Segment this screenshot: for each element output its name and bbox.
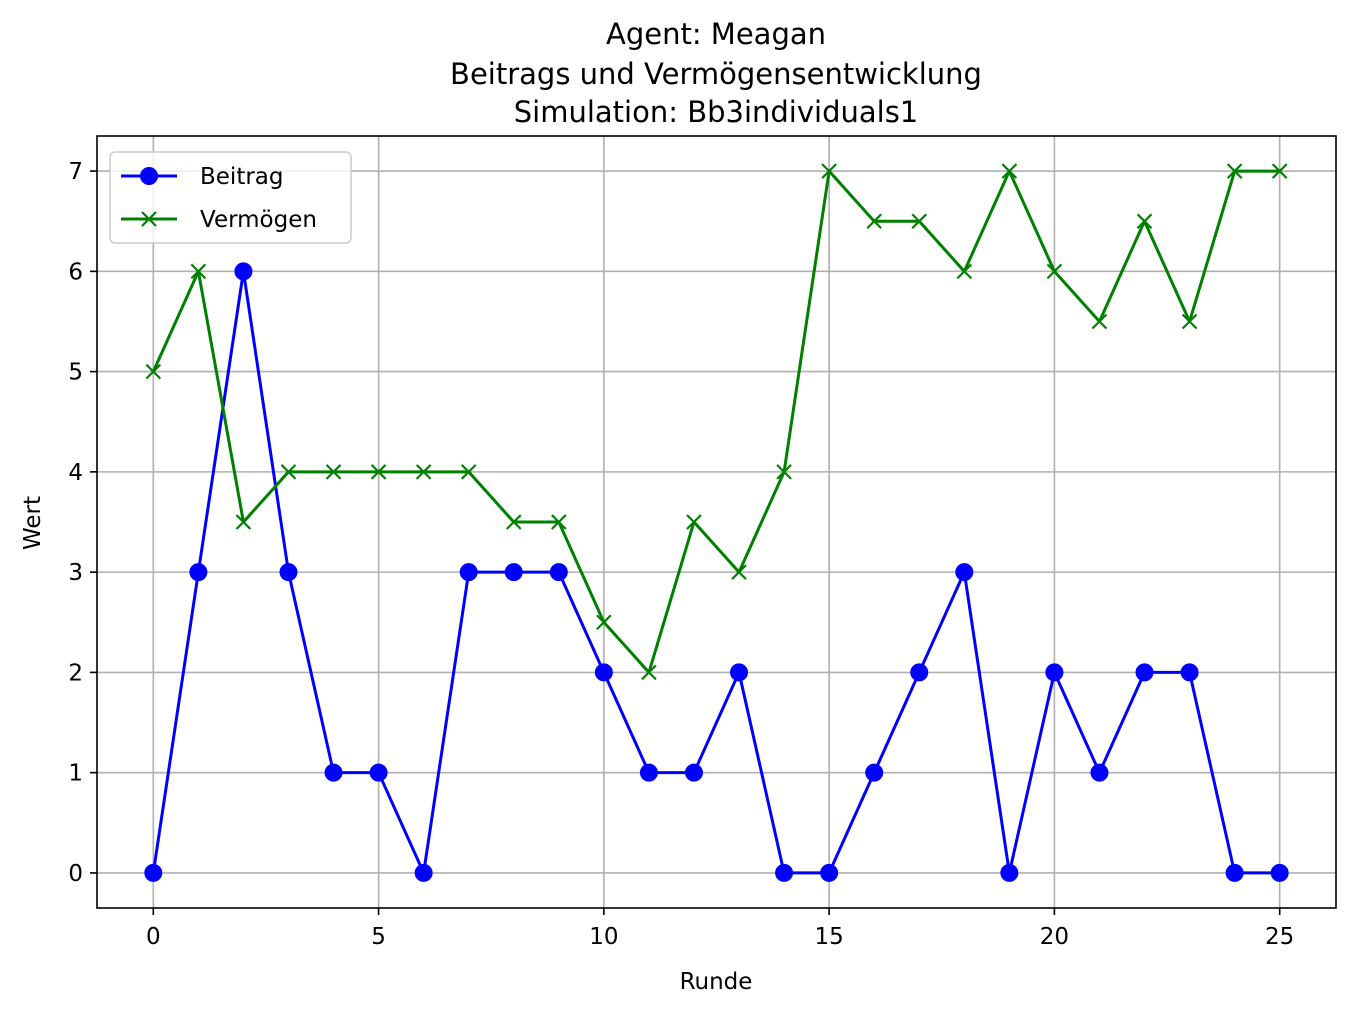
series-2-point [821, 163, 837, 179]
series-1-point [594, 663, 613, 682]
series-2-point [776, 464, 792, 480]
series-2-point [280, 464, 297, 480]
x-axis-label: Runde [680, 969, 753, 995]
series-1-point [234, 262, 253, 281]
y-tick-label: 3 [68, 560, 83, 586]
chart-title-line-2: Beitrags und Vermögensentwicklung [450, 57, 982, 91]
series-1-point [1090, 763, 1109, 782]
y-tick-label: 0 [68, 861, 83, 887]
axis-ticks: 0 5 10 15 20 25 0 1 2 3 4 5 6 7 [68, 159, 1294, 950]
series-2-point [686, 514, 702, 530]
series-2-point [551, 514, 567, 530]
series-2-point [1001, 163, 1018, 179]
series-2-line [151, 169, 1280, 674]
series-2-point [1271, 163, 1288, 179]
series-layer [144, 163, 1289, 882]
series-2-point [145, 363, 162, 380]
series-2-point [505, 514, 522, 530]
series-2-point [731, 564, 747, 580]
series-1-point [955, 563, 974, 582]
series-1-point [1045, 663, 1064, 682]
series-1-point [279, 563, 298, 582]
series-1-point [775, 863, 794, 882]
series-2-point [956, 263, 973, 280]
legend-swatch-marker [141, 211, 157, 227]
series-1-point [189, 563, 208, 582]
x-tick-label: 10 [589, 924, 618, 950]
series-1 [144, 262, 1289, 882]
series-2-point [325, 464, 342, 480]
legend-label: Vermögen [200, 207, 317, 233]
chart-title-line-1: Agent: Meagan [606, 17, 826, 51]
series-2-point [911, 213, 928, 229]
y-tick-label: 1 [68, 761, 83, 787]
legend-swatch-marker [140, 167, 158, 185]
plot-area-frame [96, 135, 1337, 909]
grid-lines [97, 136, 1336, 908]
chart-title-line-3: Simulation: Bb3individuals1 [514, 95, 919, 129]
series-1-point [820, 863, 839, 882]
series-1-point [1225, 863, 1244, 882]
series-1-point [504, 563, 523, 582]
x-tick-label: 25 [1265, 924, 1294, 950]
series-2-point [1136, 213, 1153, 229]
series-1-point [144, 863, 163, 882]
series-1-point [369, 763, 388, 782]
series-2-point [370, 464, 387, 480]
series-1-point [324, 763, 343, 782]
y-tick-label: 4 [68, 460, 83, 486]
series-1-point [1270, 863, 1289, 882]
y-tick-label: 2 [68, 660, 83, 686]
series-1-point [910, 663, 929, 682]
y-tick-label: 7 [68, 159, 83, 185]
y-axis-label: Wert [20, 496, 46, 550]
series-2-point [190, 263, 207, 280]
y-tick-label: 6 [68, 259, 83, 285]
series-2-point [1046, 263, 1063, 280]
series-2-point [1091, 313, 1108, 330]
legend-label: Beitrag [200, 164, 284, 190]
series-2-point [460, 464, 477, 480]
legend: Beitrag Vermögen [109, 151, 352, 244]
series-2 [145, 163, 1288, 681]
series-2-point [641, 664, 657, 681]
x-tick-label: 20 [1040, 924, 1069, 950]
series-1-point [1000, 863, 1019, 882]
x-tick-label: 5 [371, 924, 386, 950]
series-1-point [1135, 663, 1154, 682]
series-1-point [865, 763, 884, 782]
series-1-point [639, 763, 658, 782]
x-tick-label: 15 [814, 924, 843, 950]
series-2-point [866, 213, 882, 229]
x-tick-label: 0 [146, 924, 161, 950]
series-2-point [1181, 313, 1198, 330]
series-2-point [415, 464, 432, 480]
series-2-point [1226, 163, 1243, 179]
y-tick-label: 5 [68, 360, 83, 386]
series-1-point [684, 763, 703, 782]
series-1-point [730, 663, 749, 682]
series-1-point [1180, 663, 1199, 682]
series-1-point [459, 563, 478, 582]
series-2-point [235, 514, 252, 530]
series-2-point [596, 614, 612, 631]
series-1-point [549, 563, 568, 582]
series-1-point [414, 863, 433, 882]
